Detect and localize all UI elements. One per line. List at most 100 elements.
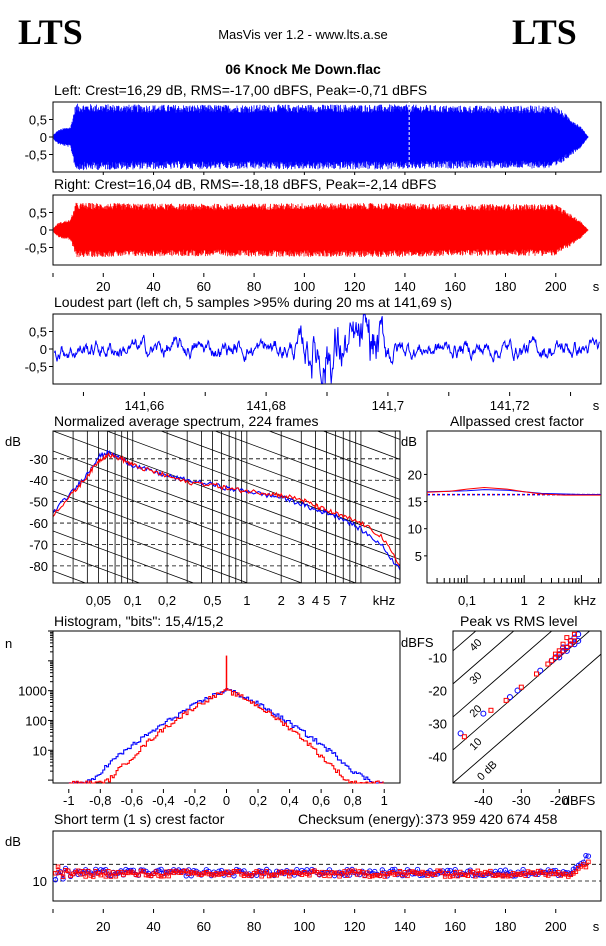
short-term-point (85, 868, 91, 874)
short-term-point (75, 868, 81, 874)
loudest-part-ytick-label: 0 (40, 342, 47, 357)
loudest-part-title: Loudest part (left ch, 5 samples >95% du… (54, 294, 453, 310)
spectrum-ylabel: dB (5, 434, 21, 449)
allpassed-xunit: kHz (574, 593, 596, 608)
short-term-point (271, 872, 277, 877)
short-term-point (485, 871, 491, 876)
short-term-point (395, 871, 400, 877)
spectrum-ytick-label: -50 (29, 495, 48, 510)
spectrum-slope-line (322, 431, 400, 460)
peak-rms-diagonal (453, 631, 477, 652)
right-waveform-xtick-label: 180 (495, 279, 517, 294)
short-term-point (344, 873, 350, 878)
short-term-point (307, 872, 312, 878)
spectrum-slope-line (53, 470, 357, 583)
short-term-point (387, 871, 393, 876)
short-term-point (473, 873, 478, 879)
peak-rms-point (461, 734, 467, 740)
short-term-point (573, 869, 579, 874)
spectrum-xtick-label: 0,2 (158, 593, 176, 608)
peak-rms-point (514, 687, 521, 694)
peak-rms-ylabel: dBFS (401, 635, 434, 650)
short-term-point (214, 871, 219, 876)
short-term-point (583, 864, 589, 870)
peak-rms-point (545, 661, 551, 667)
peak-rms-diagonal-label: 30 (467, 670, 484, 687)
spectrum-series-0 (52, 449, 401, 571)
short-term-point (294, 866, 300, 873)
right-waveform-xtick-label: 140 (394, 279, 416, 294)
spectrum-xunit: kHz (373, 593, 395, 608)
short-term-point (447, 874, 453, 879)
spectrum-slope-line (159, 431, 400, 520)
histogram-xtick-label: 1 (381, 793, 388, 808)
short-term-point (282, 870, 287, 875)
short-term-point (63, 868, 68, 873)
peak-rms-point (575, 631, 582, 638)
left-waveform-title: Left: Crest=16,29 dB, RMS=-17,00 dBFS, P… (54, 82, 428, 98)
short-term-point (525, 869, 531, 874)
short-term-point (545, 873, 551, 878)
short-term-point (166, 873, 171, 879)
short-term-point (450, 873, 455, 879)
short-term-point (357, 869, 362, 874)
short-term-point (548, 868, 553, 874)
short-term-point (465, 868, 471, 874)
short-term-xtick-label: 60 (197, 919, 211, 934)
file-name: 06 Knock Me Down.flac (225, 61, 381, 77)
left-waveform-signal (53, 103, 589, 171)
allpassed-ylabel: dB (401, 434, 417, 449)
spectrum-slope-line (53, 490, 303, 583)
histogram-ytick-label: 10 (33, 743, 47, 758)
short-term-point (452, 869, 458, 875)
short-term-point (284, 869, 290, 875)
histogram-ytick-label: 1000 (18, 684, 47, 699)
histogram-xtick-label: -0,4 (152, 793, 174, 808)
peak-rms-point (563, 647, 570, 654)
loudest-part-xtick-label: 141,72 (490, 398, 530, 413)
spectrum-slope-line (105, 431, 400, 540)
short-term-point (465, 873, 471, 878)
peak-rms-point (571, 631, 577, 637)
peak-rms-point (537, 667, 544, 674)
peak-rms-diagonal (453, 631, 553, 718)
peak-rms-point (480, 710, 487, 717)
short-term-point (113, 873, 119, 879)
peak-rms-point (457, 730, 464, 737)
short-term-ylabel: dB (5, 834, 21, 849)
spectrum-slope-line (53, 631, 400, 759)
allpassed-ytick-label: 20 (408, 467, 422, 482)
peak-rms-diagonal-label: 40 (467, 637, 484, 654)
short-term-point (163, 869, 169, 875)
short-term-point (103, 874, 109, 879)
short-term-point (362, 873, 367, 879)
right-waveform-ytick-label: 0,5 (29, 206, 47, 221)
short-term-point (128, 869, 134, 874)
short-term-point (90, 874, 96, 879)
short-term-line-1 (55, 861, 589, 878)
short-term-point (412, 870, 418, 875)
short-term-point (402, 870, 408, 875)
right-waveform-title: Right: Crest=16,04 dB, RMS=-18,18 dBFS, … (54, 176, 437, 192)
short-term-frame (52, 830, 602, 902)
loudest-part-xtick-label: 141,66 (124, 398, 164, 413)
histogram-xtick-label: 0,8 (344, 793, 362, 808)
short-term-point (583, 853, 589, 859)
spectrum-slope-line (53, 591, 400, 719)
peak-rms-ytick-label: -10 (428, 650, 447, 665)
allpassed-ytick-label: 5 (415, 549, 422, 564)
short-term-point (364, 870, 370, 875)
peak-rms-point (575, 637, 582, 644)
short-term-point (445, 871, 450, 876)
right-waveform-ytick-label: 0 (40, 223, 47, 238)
short-term-xtick-label: 40 (146, 919, 160, 934)
spectrum-slope-line (53, 431, 400, 560)
logo-right: LTS (512, 12, 577, 52)
short-term-point (545, 867, 551, 873)
histogram-xtick-label: -0,6 (121, 793, 143, 808)
peak-rms-point (560, 641, 566, 647)
short-term-point (480, 872, 486, 878)
histogram-ylabel: n (5, 636, 12, 651)
short-term-point (218, 867, 225, 874)
short-term-xtick-label: 160 (444, 919, 466, 934)
